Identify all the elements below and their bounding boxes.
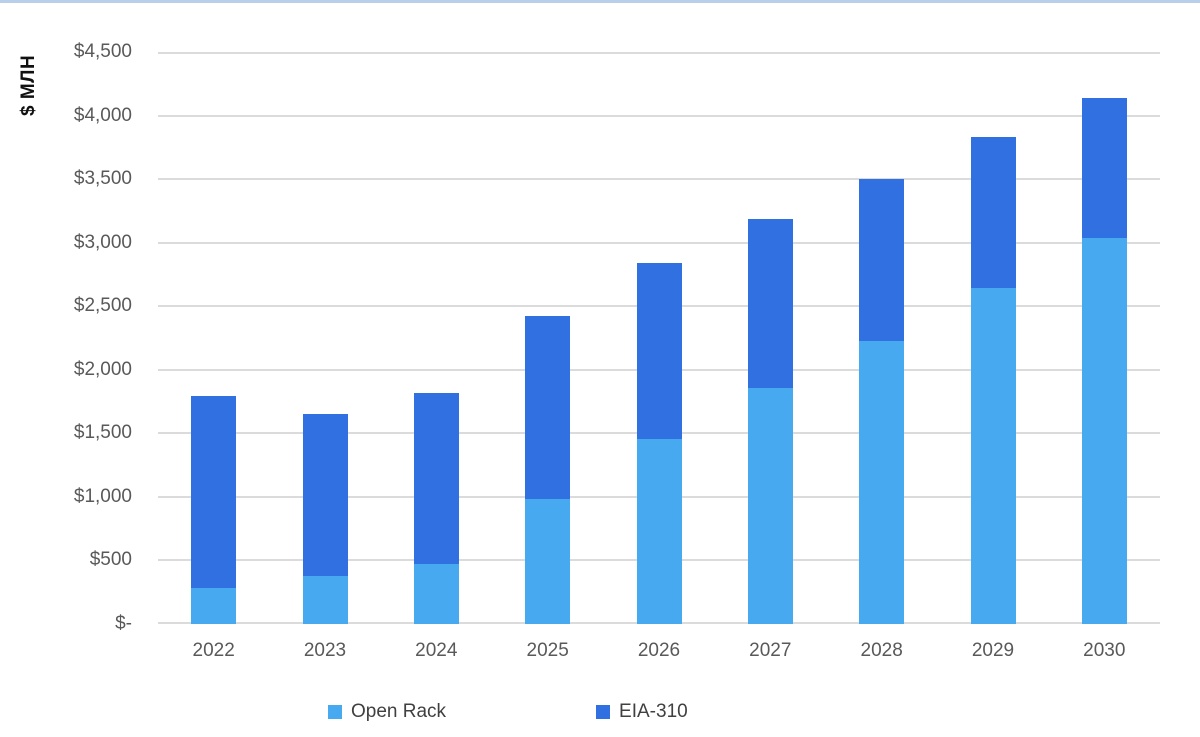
bar-segment-open-rack <box>859 341 905 624</box>
plot-area <box>158 52 1160 624</box>
bar-segment-open-rack <box>970 288 1016 624</box>
bar-2027 <box>747 219 793 624</box>
bar-segment-open-rack <box>636 439 682 624</box>
x-tick-label: 2026 <box>637 640 681 661</box>
bar-segment-eia-310 <box>413 393 459 565</box>
y-tick-label: $4,500 <box>73 41 132 62</box>
x-tick-label: 2023 <box>303 640 347 661</box>
y-tick-label: $4,000 <box>73 104 132 126</box>
bar-segment-open-rack <box>525 499 571 624</box>
x-tick-label: 2028 <box>860 640 903 661</box>
bar-2025 <box>525 316 571 624</box>
bar-segment-open-rack <box>302 576 348 624</box>
bar-segment-eia-310 <box>747 219 793 388</box>
gridline <box>158 241 1160 244</box>
legend-swatch-eia-310-icon <box>596 705 611 719</box>
bar-2028 <box>859 179 905 624</box>
bar-2023 <box>302 413 348 624</box>
y-axis-labels: $4,500 $4,000 $3,500 $3,000 $2,500 $2,000 $1,5… <box>0 41 132 634</box>
legend-item-eia-310: EIA-310 <box>596 701 688 723</box>
bar-2024 <box>413 393 459 624</box>
legend-label-eia-310: EIA-310 <box>619 701 688 722</box>
x-tick-label: 2024 <box>415 640 458 661</box>
bar-segment-eia-310 <box>970 136 1016 289</box>
bar-segment-eia-310 <box>191 395 237 589</box>
y-tick-label: $2,000 <box>73 358 132 380</box>
gridline <box>158 114 1160 117</box>
y-tick-label: $1,000 <box>73 485 132 507</box>
bar-segment-open-rack <box>413 564 459 624</box>
legend-label-open-rack: Open Rack <box>351 701 447 722</box>
bar-2022 <box>191 395 237 624</box>
x-axis-labels: 2022 2023 2024 2025 2026 2027 2028 2029 2030 <box>158 640 1160 670</box>
bar-segment-eia-310 <box>1081 97 1127 238</box>
legend: Open Rack EIA-310 <box>328 701 688 723</box>
legend-item-open-rack: Open Rack <box>328 701 446 723</box>
y-tick-label: $500 <box>89 549 132 571</box>
y-tick-label: $- <box>115 613 132 634</box>
x-tick-label: 2025 <box>526 640 569 661</box>
bar-segment-eia-310 <box>302 413 348 577</box>
gridline <box>158 178 1160 181</box>
x-tick-label: 2022 <box>192 640 235 661</box>
legend-swatch-open-rack-icon <box>328 705 342 719</box>
y-tick-label: $2,500 <box>73 295 132 317</box>
x-tick-label: 2029 <box>971 640 1015 661</box>
bar-2030 <box>1081 97 1127 624</box>
y-tick-label: $3,000 <box>73 231 132 253</box>
x-tick-label: 2027 <box>749 640 792 661</box>
bar-2029 <box>970 136 1016 624</box>
gridline <box>158 52 1160 54</box>
bar-segment-eia-310 <box>525 316 571 500</box>
y-tick-label: $3,500 <box>73 168 132 190</box>
bar-segment-eia-310 <box>859 179 905 342</box>
bar-segment-open-rack <box>747 387 793 624</box>
y-tick-label: $1,500 <box>73 422 132 444</box>
bar-segment-open-rack <box>1081 237 1127 624</box>
bar-segment-open-rack <box>191 588 237 624</box>
x-tick-label: 2030 <box>1083 640 1126 661</box>
bar-segment-eia-310 <box>636 263 682 440</box>
top-border-line <box>0 0 1200 3</box>
bar-2026 <box>636 263 682 624</box>
